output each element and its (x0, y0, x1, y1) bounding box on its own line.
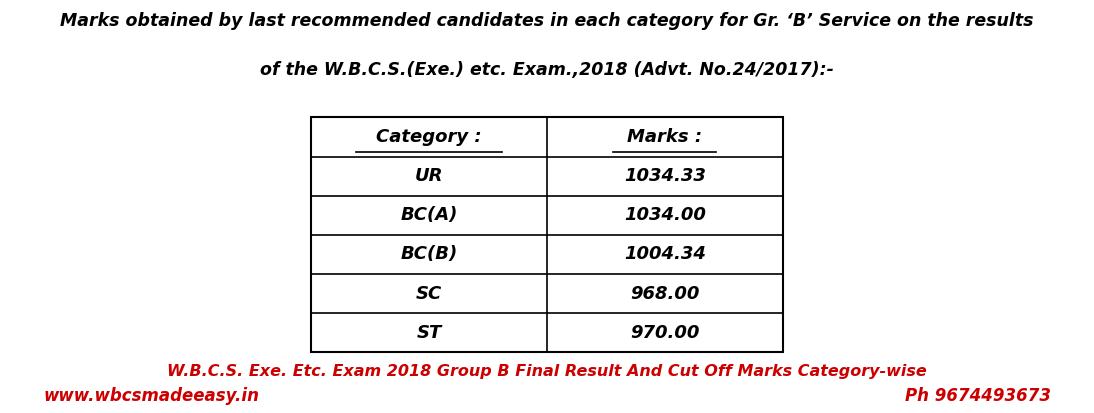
Text: Marks :: Marks : (627, 128, 702, 146)
Text: SC: SC (416, 285, 442, 302)
Text: BC(B): BC(B) (400, 245, 457, 263)
Text: of the W.B.C.S.(Exe.) etc. Exam.,2018 (Advt. No.24/2017):-: of the W.B.C.S.(Exe.) etc. Exam.,2018 (A… (260, 61, 834, 79)
Text: 970.00: 970.00 (630, 324, 700, 342)
Text: Category :: Category : (376, 128, 481, 146)
Text: 1034.33: 1034.33 (624, 167, 706, 185)
Text: BC(A): BC(A) (400, 206, 457, 224)
Text: 1034.00: 1034.00 (624, 206, 706, 224)
Text: UR: UR (415, 167, 443, 185)
Text: 968.00: 968.00 (630, 285, 700, 302)
Text: www.wbcsmadeeasy.in: www.wbcsmadeeasy.in (43, 387, 259, 405)
Text: W.B.C.S. Exe. Etc. Exam 2018 Group B Final Result And Cut Off Marks Category-wis: W.B.C.S. Exe. Etc. Exam 2018 Group B Fin… (167, 364, 927, 380)
Text: Ph 9674493673: Ph 9674493673 (905, 387, 1051, 405)
Text: 1004.34: 1004.34 (624, 245, 706, 263)
Text: Marks obtained by last recommended candidates in each category for Gr. ‘B’ Servi: Marks obtained by last recommended candi… (60, 12, 1034, 30)
Text: ST: ST (417, 324, 442, 342)
